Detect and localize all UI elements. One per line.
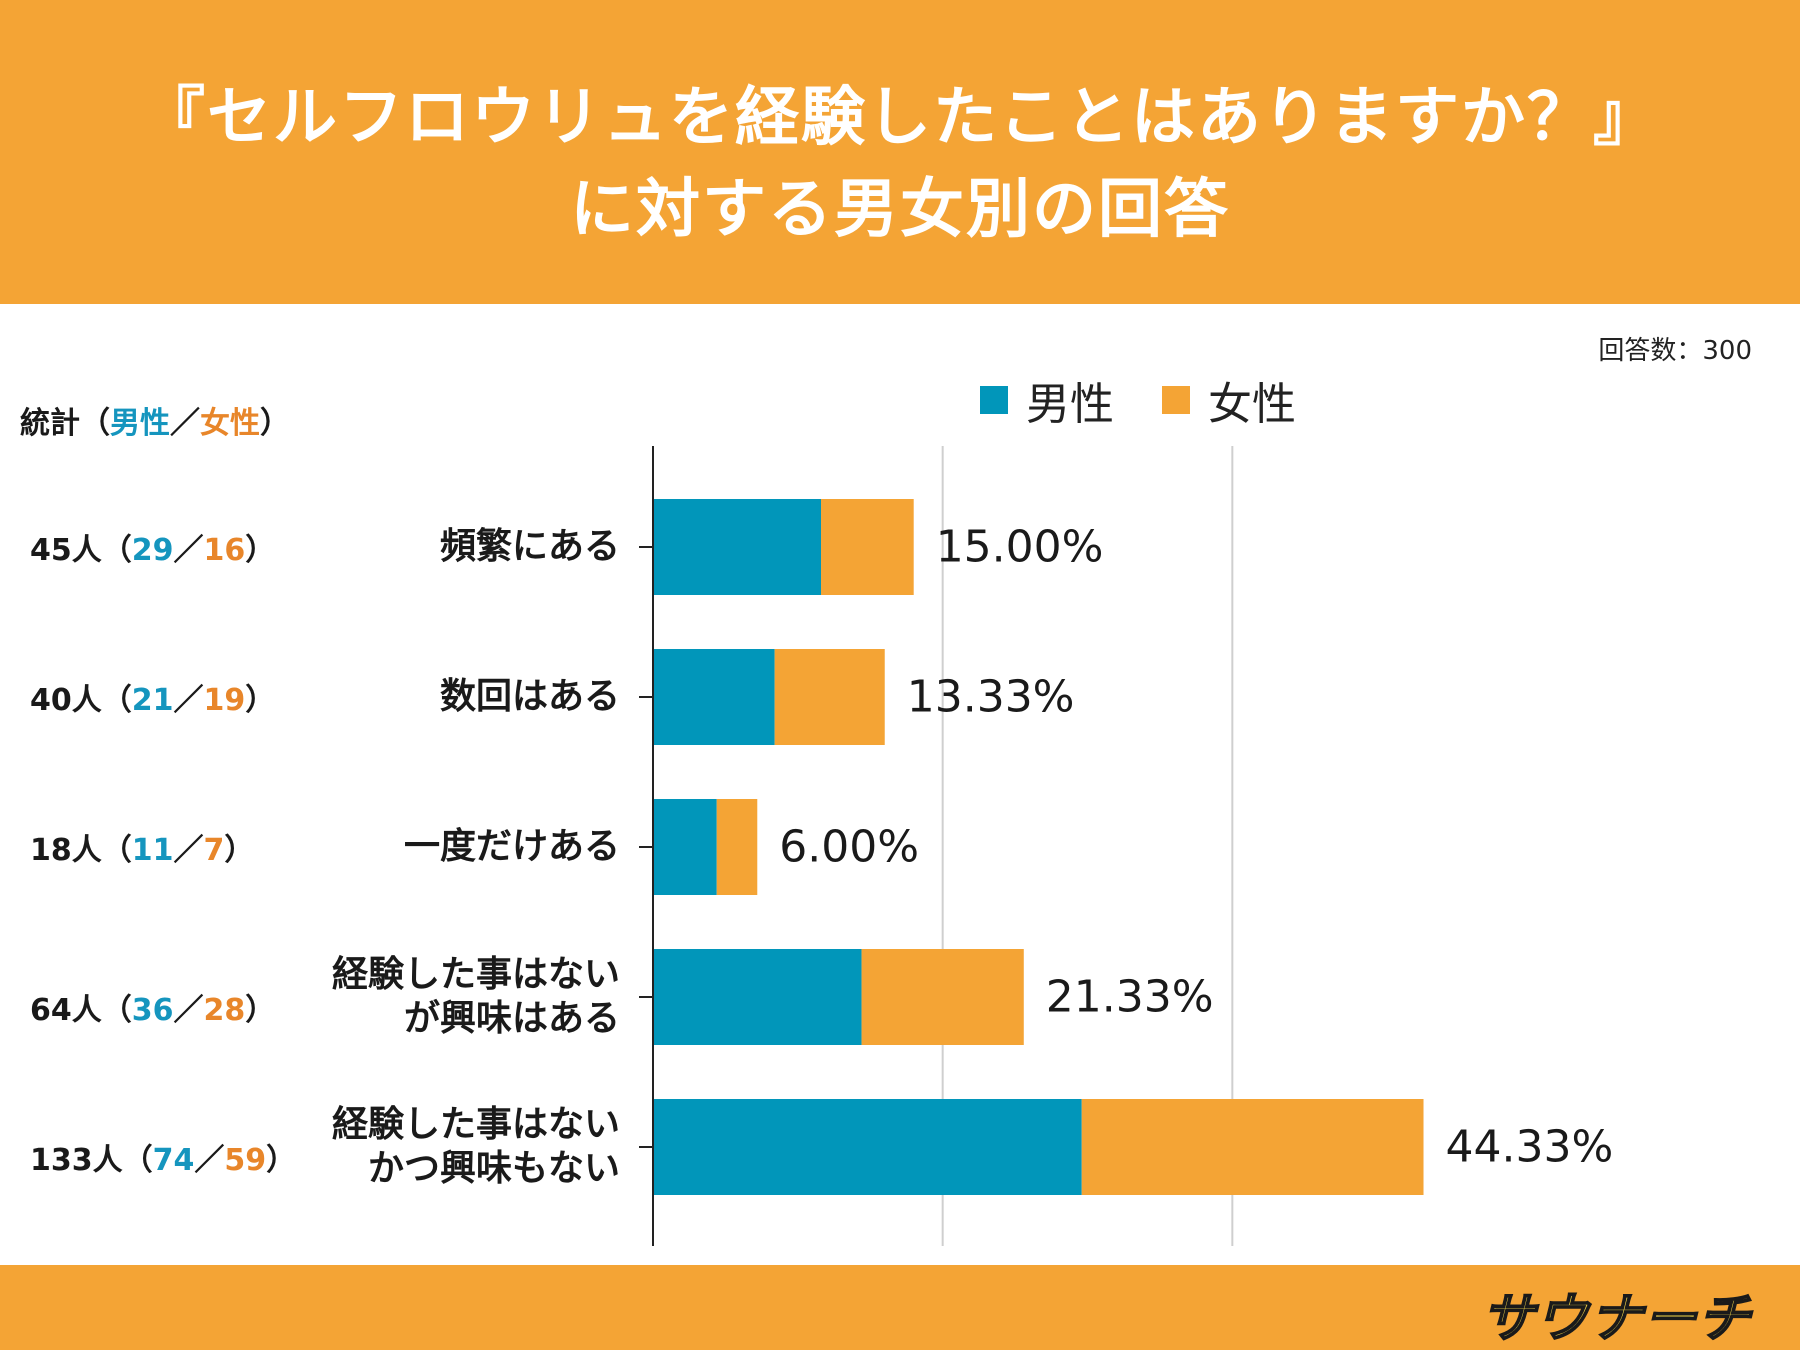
category-label-line: かつ興味もない (367, 1148, 620, 1189)
bar-male-1 (653, 499, 822, 595)
row-stat-open: （ (122, 1143, 153, 1178)
category-label-2: 数回はある (440, 675, 620, 719)
category-label-5: 経験した事はない かつ興味もない (332, 1103, 620, 1191)
legend-item-male: 男性 (980, 368, 1114, 432)
category-label-1: 頻繁にある (440, 525, 620, 569)
row-stat-close: ） (245, 533, 276, 568)
row-stat-total: 45人 (30, 533, 102, 568)
row-stat-male: 21 (131, 683, 174, 718)
stats-header-prefix: 統計（ (20, 406, 110, 441)
row-stat-2: 40人（21／19） (30, 675, 275, 719)
row-stat-sep: ／ (173, 993, 204, 1028)
row-stat-total: 18人 (30, 833, 102, 868)
bar-female-4 (861, 949, 1024, 1045)
stats-header-female: 女性 (200, 406, 260, 441)
row-stat-close: ） (266, 1143, 297, 1178)
row-stat-total: 133人 (30, 1143, 123, 1178)
row-stat-1: 45人（29／16） (30, 525, 275, 569)
category-label-line: 経験した事はない (331, 954, 620, 995)
row-stat-sep: ／ (194, 1143, 225, 1178)
row-stat-close: ） (224, 833, 255, 868)
row-stat-sep: ／ (173, 683, 204, 718)
bar-female-5 (1081, 1099, 1424, 1195)
chart-title-line1: 『セルフロウリュを経験したことはありますか？』 (141, 81, 1659, 155)
legend-label-female: 女性 (1208, 379, 1296, 430)
percent-label-5: 44.33% (1445, 1121, 1614, 1173)
row-stat-male: 29 (131, 533, 174, 568)
stats-header-suffix: ） (260, 406, 290, 441)
chart-title-line2: に対する男女別の回答 (570, 173, 1230, 247)
row-stat-3: 18人（11／7） (30, 825, 254, 869)
row-stat-female: 59 (224, 1143, 267, 1178)
row-stat-male: 11 (131, 833, 174, 868)
legend-swatch-female (1162, 386, 1190, 414)
brand-logo: サウナーチ (1481, 1288, 1752, 1350)
category-label-line: 経験した事はない (331, 1104, 620, 1145)
bar-female-3 (716, 799, 758, 895)
row-stat-female: 28 (203, 993, 246, 1028)
row-stat-4: 64人（36／28） (30, 985, 275, 1029)
footer-banner (0, 1265, 1800, 1350)
bar-male-2 (653, 649, 775, 745)
row-stat-sep: ／ (173, 533, 204, 568)
row-stat-5: 133人（74／59） (30, 1135, 296, 1179)
bar-chart (639, 446, 1424, 1246)
percent-label-4: 21.33% (1045, 971, 1214, 1023)
row-stat-open: （ (101, 683, 132, 718)
row-stat-close: ） (245, 993, 276, 1028)
bar-female-1 (821, 499, 914, 595)
category-label-3: 一度だけある (404, 825, 620, 869)
percent-label-3: 6.00% (779, 821, 920, 873)
bar-male-4 (653, 949, 862, 1045)
bar-male-5 (653, 1099, 1082, 1195)
row-stat-female: 16 (203, 533, 246, 568)
category-label-line: が興味はある (403, 998, 620, 1039)
stats-header: 統計（男性／女性） (20, 398, 290, 442)
percent-label-1: 15.00% (935, 521, 1104, 573)
legend-label-male: 男性 (1026, 379, 1114, 430)
row-stat-open: （ (101, 533, 132, 568)
respondent-count: 回答数：300 (1598, 336, 1752, 366)
bar-female-2 (774, 649, 885, 745)
category-label-line: 頻繁にある (439, 526, 620, 567)
row-stat-close: ） (245, 683, 276, 718)
category-label-4: 経験した事はない が興味はある (332, 953, 620, 1041)
row-stat-female: 7 (203, 833, 225, 868)
row-stat-total: 64人 (30, 993, 102, 1028)
header-banner: 『セルフロウリュを経験したことはありますか？』 に対する男女別の回答 (0, 0, 1800, 304)
category-label-line: 数回はある (439, 676, 620, 717)
row-stat-female: 19 (203, 683, 246, 718)
percent-label-2: 13.33% (906, 671, 1075, 723)
row-stat-open: （ (101, 833, 132, 868)
bar-male-3 (653, 799, 717, 895)
row-stat-open: （ (101, 993, 132, 1028)
row-stat-sep: ／ (173, 833, 204, 868)
stats-header-male: 男性 (110, 406, 170, 441)
category-label-line: 一度だけある (403, 826, 620, 867)
chart-legend: 男性 女性 (980, 372, 1344, 430)
stats-header-sep: ／ (170, 406, 200, 441)
legend-item-female: 女性 (1162, 368, 1296, 432)
row-stat-male: 36 (131, 993, 174, 1028)
legend-swatch-male (980, 386, 1008, 414)
row-stat-male: 74 (152, 1143, 195, 1178)
row-stat-total: 40人 (30, 683, 102, 718)
